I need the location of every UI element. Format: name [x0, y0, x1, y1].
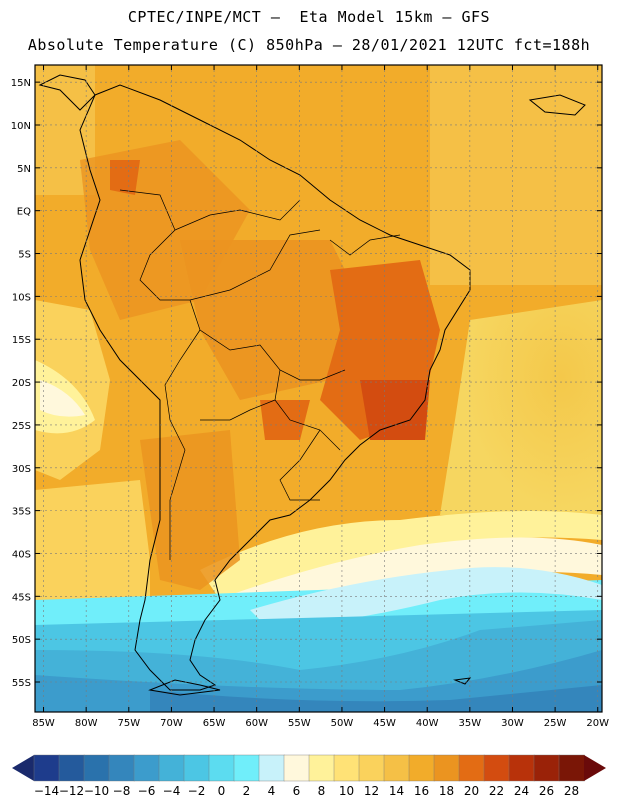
- lon-label: 85W: [32, 718, 55, 729]
- colorbar-cell: [83, 754, 110, 782]
- colorbar-label: 16: [414, 784, 429, 798]
- temperature-map: 15N 10N 5N EQ 5S 10S 15S 20S 25S 30S 35S 40S 45S 50S 5…: [11, 64, 609, 729]
- colorbar-label: 4: [268, 784, 276, 798]
- colorbar-cell: [108, 754, 135, 782]
- colorbar-label: 28: [564, 784, 579, 798]
- colorbar-cell: [358, 754, 385, 782]
- colorbar-cell: [133, 754, 160, 782]
- lat-label: 5S: [18, 250, 31, 261]
- colorbar-label: 2: [243, 784, 251, 798]
- colorbar-cell: [333, 754, 360, 782]
- lat-label: 30S: [12, 464, 31, 475]
- latitude-labels: 15N 10N 5N EQ 5S 10S 15S 20S 25S 30S 35S 40S 45S 50S 5…: [11, 78, 31, 689]
- colorbar-label: −14: [34, 784, 59, 798]
- lon-label: 55W: [288, 718, 311, 729]
- lat-label: EQ: [17, 207, 31, 218]
- lon-label: 40W: [416, 718, 439, 729]
- colorbar-label: 26: [539, 784, 554, 798]
- colorbar-cell: [58, 754, 85, 782]
- longitude-labels: 85W 80W 75W 70W 65W 60W 55W 50W 45W 40W 35W 30W 25W 2…: [32, 718, 609, 729]
- lat-label: 40S: [12, 549, 31, 560]
- colorbar-label: −4: [163, 784, 181, 798]
- lon-label: 50W: [331, 718, 354, 729]
- colorbar-cell: [233, 754, 260, 782]
- lat-label: 20S: [12, 378, 31, 389]
- colorbar-cell: [33, 754, 60, 782]
- colorbar-label: −2: [188, 784, 206, 798]
- lat-label: 50S: [12, 635, 31, 646]
- lon-label: 80W: [75, 718, 98, 729]
- country-borders: [119, 189, 401, 560]
- colorbar-cell: [433, 754, 460, 782]
- colorbar-cell: [533, 754, 560, 782]
- colorbar-cells: [33, 754, 585, 782]
- colorbar-label: 14: [389, 784, 404, 798]
- lon-label: 35W: [459, 718, 482, 729]
- lat-label: 5N: [17, 164, 31, 175]
- colorbar: −14 −12 −10 −8 −6 −4 −2 0 2 4 6 8 10 12 14 16 18 20 22 24 26…: [12, 754, 606, 798]
- lon-label: 70W: [160, 718, 183, 729]
- lat-label: 35S: [12, 507, 31, 518]
- colorbar-cell: [558, 754, 585, 782]
- lon-label: 75W: [117, 718, 140, 729]
- chart-title-line2: Absolute Temperature (C) 850hPa – 28/01/…: [27, 36, 591, 54]
- latitude-ticks: [35, 81, 602, 683]
- colorbar-cell: [183, 754, 210, 782]
- colorbar-cell: [508, 754, 535, 782]
- colorbar-label: 0: [218, 784, 226, 798]
- lat-label: 10N: [11, 121, 31, 132]
- lon-label: 25W: [544, 718, 567, 729]
- lat-label: 15N: [11, 78, 31, 89]
- colorbar-labels: −14 −12 −10 −8 −6 −4 −2 0 2 4 6 8 10 12 14 16 18 20 22 24 26…: [34, 784, 579, 798]
- lat-label: 15S: [12, 335, 31, 346]
- lon-label: 60W: [245, 718, 268, 729]
- coastlines: [38, 74, 586, 696]
- colorbar-label: 18: [439, 784, 454, 798]
- colorbar-cell: [158, 754, 185, 782]
- colorbar-label: 12: [364, 784, 379, 798]
- colorbar-label: 20: [464, 784, 479, 798]
- colorbar-label: −10: [84, 784, 109, 798]
- colorbar-cell: [208, 754, 235, 782]
- lon-label: 20W: [586, 718, 609, 729]
- colorbar-min-arrow: [12, 755, 34, 781]
- map-frame: [34, 64, 603, 713]
- lon-label: 45W: [373, 718, 396, 729]
- lon-label: 30W: [501, 718, 524, 729]
- longitude-ticks: [43, 65, 599, 712]
- colorbar-label: 8: [318, 784, 326, 798]
- colorbar-cell: [483, 754, 510, 782]
- colorbar-label: 24: [514, 784, 529, 798]
- lat-label: 10S: [12, 292, 31, 303]
- lon-label: 65W: [203, 718, 226, 729]
- colorbar-label: −12: [59, 784, 84, 798]
- lat-label: 55S: [12, 678, 31, 689]
- chart-title-line1: CPTEC/INPE/MCT – Eta Model 15km – GFS: [127, 8, 491, 26]
- colorbar-max-arrow: [584, 755, 606, 781]
- colorbar-label: 22: [489, 784, 504, 798]
- colorbar-cell: [408, 754, 435, 782]
- colorbar-label: 6: [293, 784, 301, 798]
- lat-label: 45S: [12, 592, 31, 603]
- colorbar-cell: [458, 754, 485, 782]
- colorbar-label: 10: [339, 784, 354, 798]
- colorbar-cell: [283, 754, 310, 782]
- colorbar-cell: [258, 754, 285, 782]
- colorbar-cell: [383, 754, 410, 782]
- colorbar-label: −8: [113, 784, 131, 798]
- colorbar-cell: [308, 754, 335, 782]
- temperature-field: [35, 65, 602, 712]
- lat-label: 25S: [12, 421, 31, 432]
- colorbar-label: −6: [138, 784, 156, 798]
